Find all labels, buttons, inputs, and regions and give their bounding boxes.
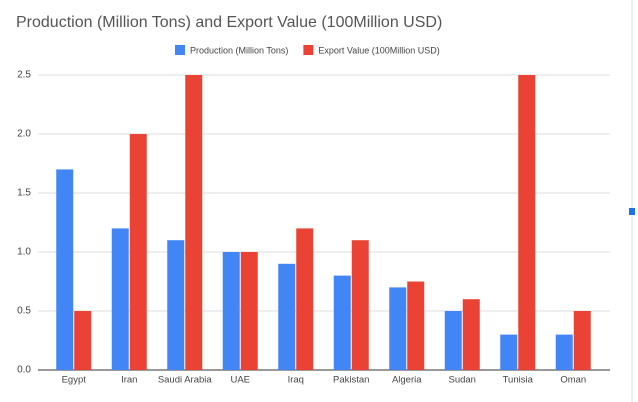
bar	[518, 75, 536, 370]
bar	[444, 311, 462, 370]
bar	[185, 75, 203, 370]
bar	[389, 287, 407, 370]
bar	[333, 275, 351, 370]
bar	[167, 240, 185, 370]
bar	[462, 299, 480, 370]
x-tick-label: Pakistan	[333, 375, 369, 386]
legend-swatch	[303, 45, 314, 55]
x-tick-label: Sudan	[449, 375, 476, 386]
legend-swatch	[175, 45, 185, 55]
bar	[111, 228, 129, 370]
bar	[278, 263, 296, 370]
y-tick-label: 2.0	[17, 129, 31, 140]
scroll-handle	[629, 208, 635, 215]
legend-label: Production (Million Tons)	[190, 45, 288, 55]
y-tick-label: 0.5	[17, 306, 31, 317]
legend-label: Export Value (100Million USD)	[318, 45, 439, 55]
chart-title: Production (Million Tons) and Export Val…	[16, 14, 442, 31]
bar	[74, 311, 92, 370]
bar	[555, 334, 573, 370]
bar	[351, 240, 369, 370]
bar	[129, 134, 147, 370]
x-tick-label: Saudi Arabia	[158, 375, 213, 386]
x-tick-label: Egypt	[62, 375, 87, 386]
bar	[500, 334, 518, 370]
y-tick-label: 0.0	[17, 365, 31, 376]
x-tick-label: Oman	[560, 375, 586, 386]
y-tick-label: 1.5	[17, 188, 31, 199]
x-tick-label: Iran	[121, 375, 137, 386]
bar	[296, 228, 314, 370]
y-tick-label: 2.5	[17, 70, 31, 81]
bar	[222, 252, 240, 370]
bar	[573, 311, 591, 370]
x-tick-label: Tunisia	[503, 375, 534, 386]
x-tick-label: Algeria	[392, 375, 422, 386]
x-tick-label: UAE	[230, 375, 250, 386]
bar	[240, 252, 258, 370]
bar	[407, 281, 425, 370]
x-tick-label: Iraq	[288, 375, 304, 386]
bar	[56, 169, 74, 370]
y-tick-label: 1.0	[17, 247, 31, 258]
